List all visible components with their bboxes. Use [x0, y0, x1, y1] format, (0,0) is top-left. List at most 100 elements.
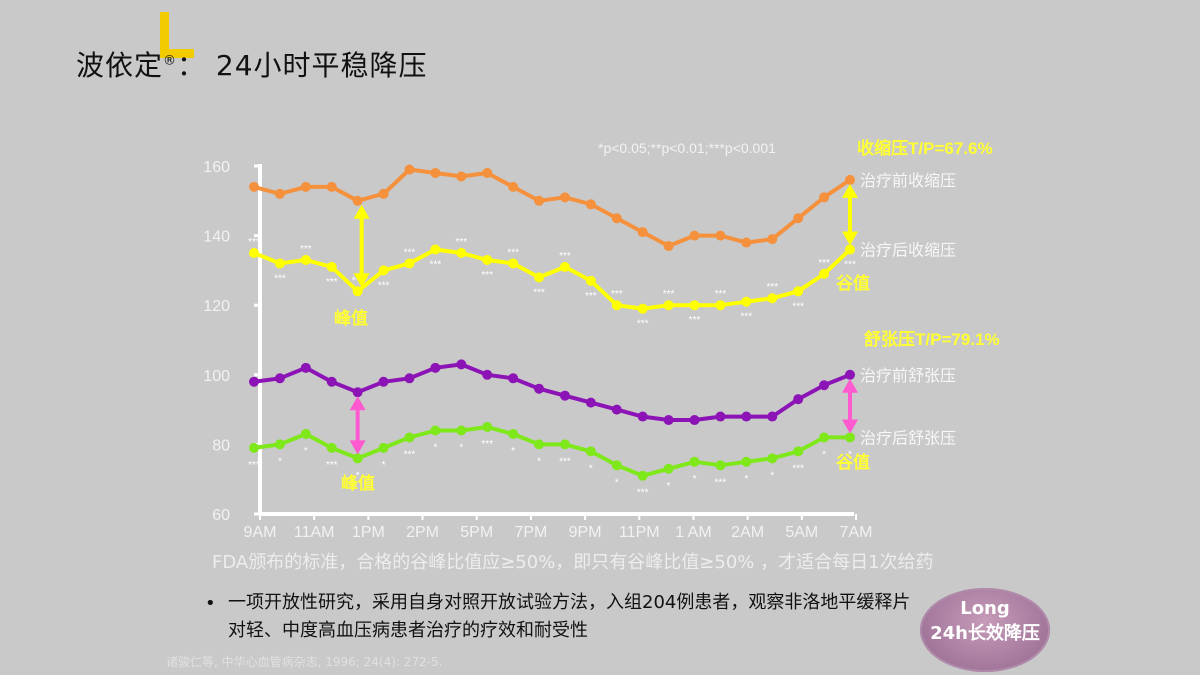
significance-star: ***	[637, 488, 649, 499]
data-point-systolic_after	[534, 272, 545, 283]
data-point-systolic_before	[637, 227, 648, 238]
significance-star: *	[382, 460, 386, 471]
data-point-diastolic_after	[456, 425, 467, 436]
significance-star: ***	[533, 287, 545, 298]
data-point-systolic_after	[326, 261, 337, 272]
data-point-systolic_before	[274, 188, 285, 199]
significance-star: ***	[715, 289, 727, 300]
y-tick-label: 160	[203, 159, 230, 176]
data-point-diastolic_before	[585, 397, 596, 408]
significance-star: *	[744, 474, 748, 485]
data-point-systolic_after	[637, 303, 648, 314]
significance-note: *p<0.05;**p<0.01;***p<0.001	[598, 140, 776, 156]
data-point-systolic_after	[430, 244, 441, 255]
data-point-diastolic_after	[559, 439, 570, 450]
x-tick-label: 1PM	[352, 524, 385, 541]
peak-arrow-diastolic-head-bottom	[349, 440, 366, 455]
data-point-systolic_before	[482, 167, 493, 178]
data-point-diastolic_before	[404, 373, 415, 384]
data-point-diastolic_after	[689, 456, 700, 467]
x-tick-label: 11PM	[619, 524, 660, 541]
title-registered-mark: ®	[163, 53, 178, 69]
data-point-diastolic_before	[611, 404, 622, 415]
data-point-systolic_before	[611, 213, 622, 224]
data-point-diastolic_before	[559, 390, 570, 401]
peak-arrow-diastolic-head-top	[349, 396, 366, 411]
data-point-diastolic_before	[249, 376, 259, 387]
data-point-systolic_after	[741, 296, 752, 307]
logo-bar-horizontal	[160, 49, 194, 58]
data-point-diastolic_before	[456, 359, 467, 370]
y-tick-label: 140	[203, 229, 230, 246]
data-point-systolic_before	[689, 230, 700, 241]
data-point-diastolic_before	[378, 376, 389, 387]
data-point-diastolic_after	[611, 460, 622, 471]
peak-arrow-systolic-head-bottom	[353, 273, 370, 288]
significance-star: ***	[455, 237, 467, 248]
data-point-systolic_after	[611, 300, 622, 311]
data-point-systolic_before	[715, 230, 726, 241]
data-point-diastolic_after	[300, 428, 311, 439]
data-point-diastolic_after	[663, 463, 674, 474]
data-point-diastolic_after	[793, 446, 804, 457]
data-point-diastolic_after	[715, 460, 726, 471]
significance-star: *	[459, 442, 463, 453]
trough-arrow-systolic-head-bottom	[842, 231, 858, 246]
significance-star: *	[667, 481, 671, 492]
significance-star: ***	[300, 244, 312, 255]
data-point-systolic_before	[767, 234, 778, 245]
data-point-diastolic_after	[741, 456, 752, 467]
data-point-systolic_after	[378, 265, 389, 276]
significance-star: ***	[611, 289, 623, 300]
data-point-systolic_after	[249, 248, 259, 258]
data-point-diastolic_after	[430, 425, 441, 436]
y-tick-label: 80	[212, 437, 230, 454]
significance-star: *	[433, 442, 437, 453]
source-citation: 诸骏仁等, 中华心血管病杂志, 1996; 24(4): 272-5.	[166, 655, 443, 669]
significance-star: ***	[430, 260, 442, 271]
data-point-systolic_before	[585, 199, 596, 210]
data-point-diastolic_after	[819, 432, 830, 443]
data-point-diastolic_after	[326, 442, 337, 453]
data-point-diastolic_before	[430, 362, 441, 373]
data-point-diastolic_after	[378, 442, 389, 453]
significance-star: ***	[715, 477, 727, 488]
x-tick-label: 7PM	[514, 524, 547, 541]
data-point-systolic_before	[559, 192, 570, 203]
data-point-systolic_after	[352, 286, 363, 297]
y-tick-label: 100	[203, 368, 230, 385]
significance-star: ***	[766, 282, 778, 293]
data-point-diastolic_before	[482, 369, 493, 380]
logo-mark	[160, 12, 194, 58]
significance-star: ***	[585, 291, 597, 302]
data-point-diastolic_after	[767, 453, 778, 464]
data-point-systolic_after	[404, 258, 415, 269]
data-point-systolic_before	[508, 181, 519, 192]
trough-arrow-diastolic-head-bottom	[842, 419, 858, 434]
data-point-diastolic_before	[326, 376, 337, 387]
significance-star: ***	[481, 439, 493, 450]
data-point-systolic_before	[430, 167, 441, 178]
data-point-diastolic_after	[508, 428, 519, 439]
significance-star: *	[278, 456, 282, 467]
significance-star: ***	[792, 301, 804, 312]
significance-star: ***	[818, 258, 830, 269]
data-point-diastolic_before	[637, 411, 648, 422]
data-point-diastolic_before	[534, 383, 545, 394]
data-point-diastolic_after	[534, 439, 545, 450]
x-tick-label: 1 AM	[675, 524, 711, 541]
significance-star: ***	[274, 273, 286, 284]
data-point-diastolic_before	[793, 394, 804, 405]
trough-arrow-systolic-head-top	[842, 183, 858, 198]
page-title: 波依定®： 24小时平稳降压	[76, 44, 428, 84]
trough-label-systolic: 谷值	[836, 273, 870, 293]
title-rest: ： 24小时平稳降压	[177, 49, 428, 82]
data-point-diastolic_before	[352, 387, 363, 398]
badge-line2: 24h长效降压	[930, 623, 1040, 644]
data-point-diastolic_before	[689, 415, 700, 426]
data-point-systolic_before	[819, 192, 830, 203]
data-point-systolic_before	[378, 188, 389, 199]
data-point-diastolic_after	[274, 439, 285, 450]
significance-star: ***	[507, 247, 519, 258]
data-point-systolic_before	[534, 195, 545, 206]
